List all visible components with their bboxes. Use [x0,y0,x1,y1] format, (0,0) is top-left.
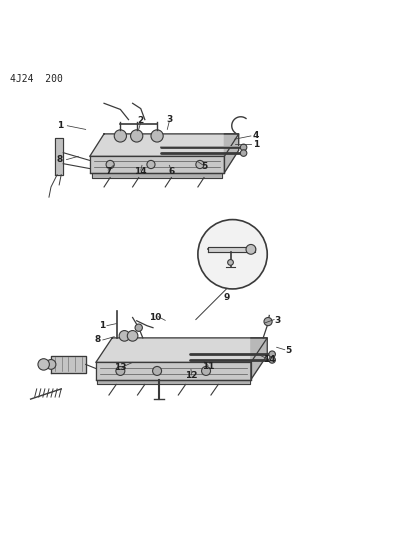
Text: 13: 13 [114,363,126,372]
Circle shape [46,360,56,369]
Circle shape [269,351,275,358]
Circle shape [269,357,275,363]
Text: 14: 14 [263,355,275,364]
Polygon shape [90,134,239,156]
Circle shape [240,144,247,151]
Polygon shape [92,173,222,177]
Polygon shape [224,134,239,173]
Circle shape [114,130,126,142]
Text: 3: 3 [274,316,281,325]
Circle shape [153,367,162,375]
Text: 7: 7 [105,167,111,176]
Polygon shape [97,379,250,384]
Text: 4J24  200: 4J24 200 [10,74,63,84]
Circle shape [119,330,130,341]
Text: 3: 3 [166,115,173,124]
Text: 5: 5 [286,345,292,354]
Text: 5: 5 [201,162,207,171]
Text: 2: 2 [137,116,144,125]
Text: 10: 10 [149,313,161,322]
Circle shape [198,220,267,289]
Text: 8: 8 [57,155,63,164]
Polygon shape [96,362,251,379]
Text: 1: 1 [99,321,105,330]
Circle shape [135,324,142,332]
Text: 11: 11 [202,362,214,371]
Text: 14: 14 [135,167,147,176]
Text: 1: 1 [57,121,63,130]
Polygon shape [55,138,63,175]
Circle shape [116,367,125,375]
Text: 12: 12 [186,372,198,381]
Polygon shape [51,356,86,373]
Circle shape [151,130,163,142]
Circle shape [106,160,114,168]
Circle shape [246,245,256,254]
Circle shape [240,150,247,156]
Circle shape [127,330,138,341]
Circle shape [202,367,211,375]
Circle shape [196,160,204,168]
Polygon shape [96,338,267,362]
Text: 6: 6 [168,167,175,176]
Text: 4: 4 [253,132,259,140]
Polygon shape [208,247,255,252]
Circle shape [264,318,272,326]
Polygon shape [251,338,267,379]
Circle shape [228,260,233,265]
Text: 8: 8 [95,335,101,344]
Text: 1: 1 [253,140,259,149]
Circle shape [38,359,49,370]
Text: 9: 9 [223,293,230,302]
Polygon shape [90,156,224,173]
Circle shape [131,130,143,142]
Circle shape [147,160,155,168]
